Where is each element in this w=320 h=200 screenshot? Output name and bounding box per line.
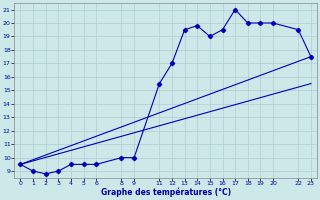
X-axis label: Graphe des températures (°C): Graphe des températures (°C) — [100, 188, 231, 197]
